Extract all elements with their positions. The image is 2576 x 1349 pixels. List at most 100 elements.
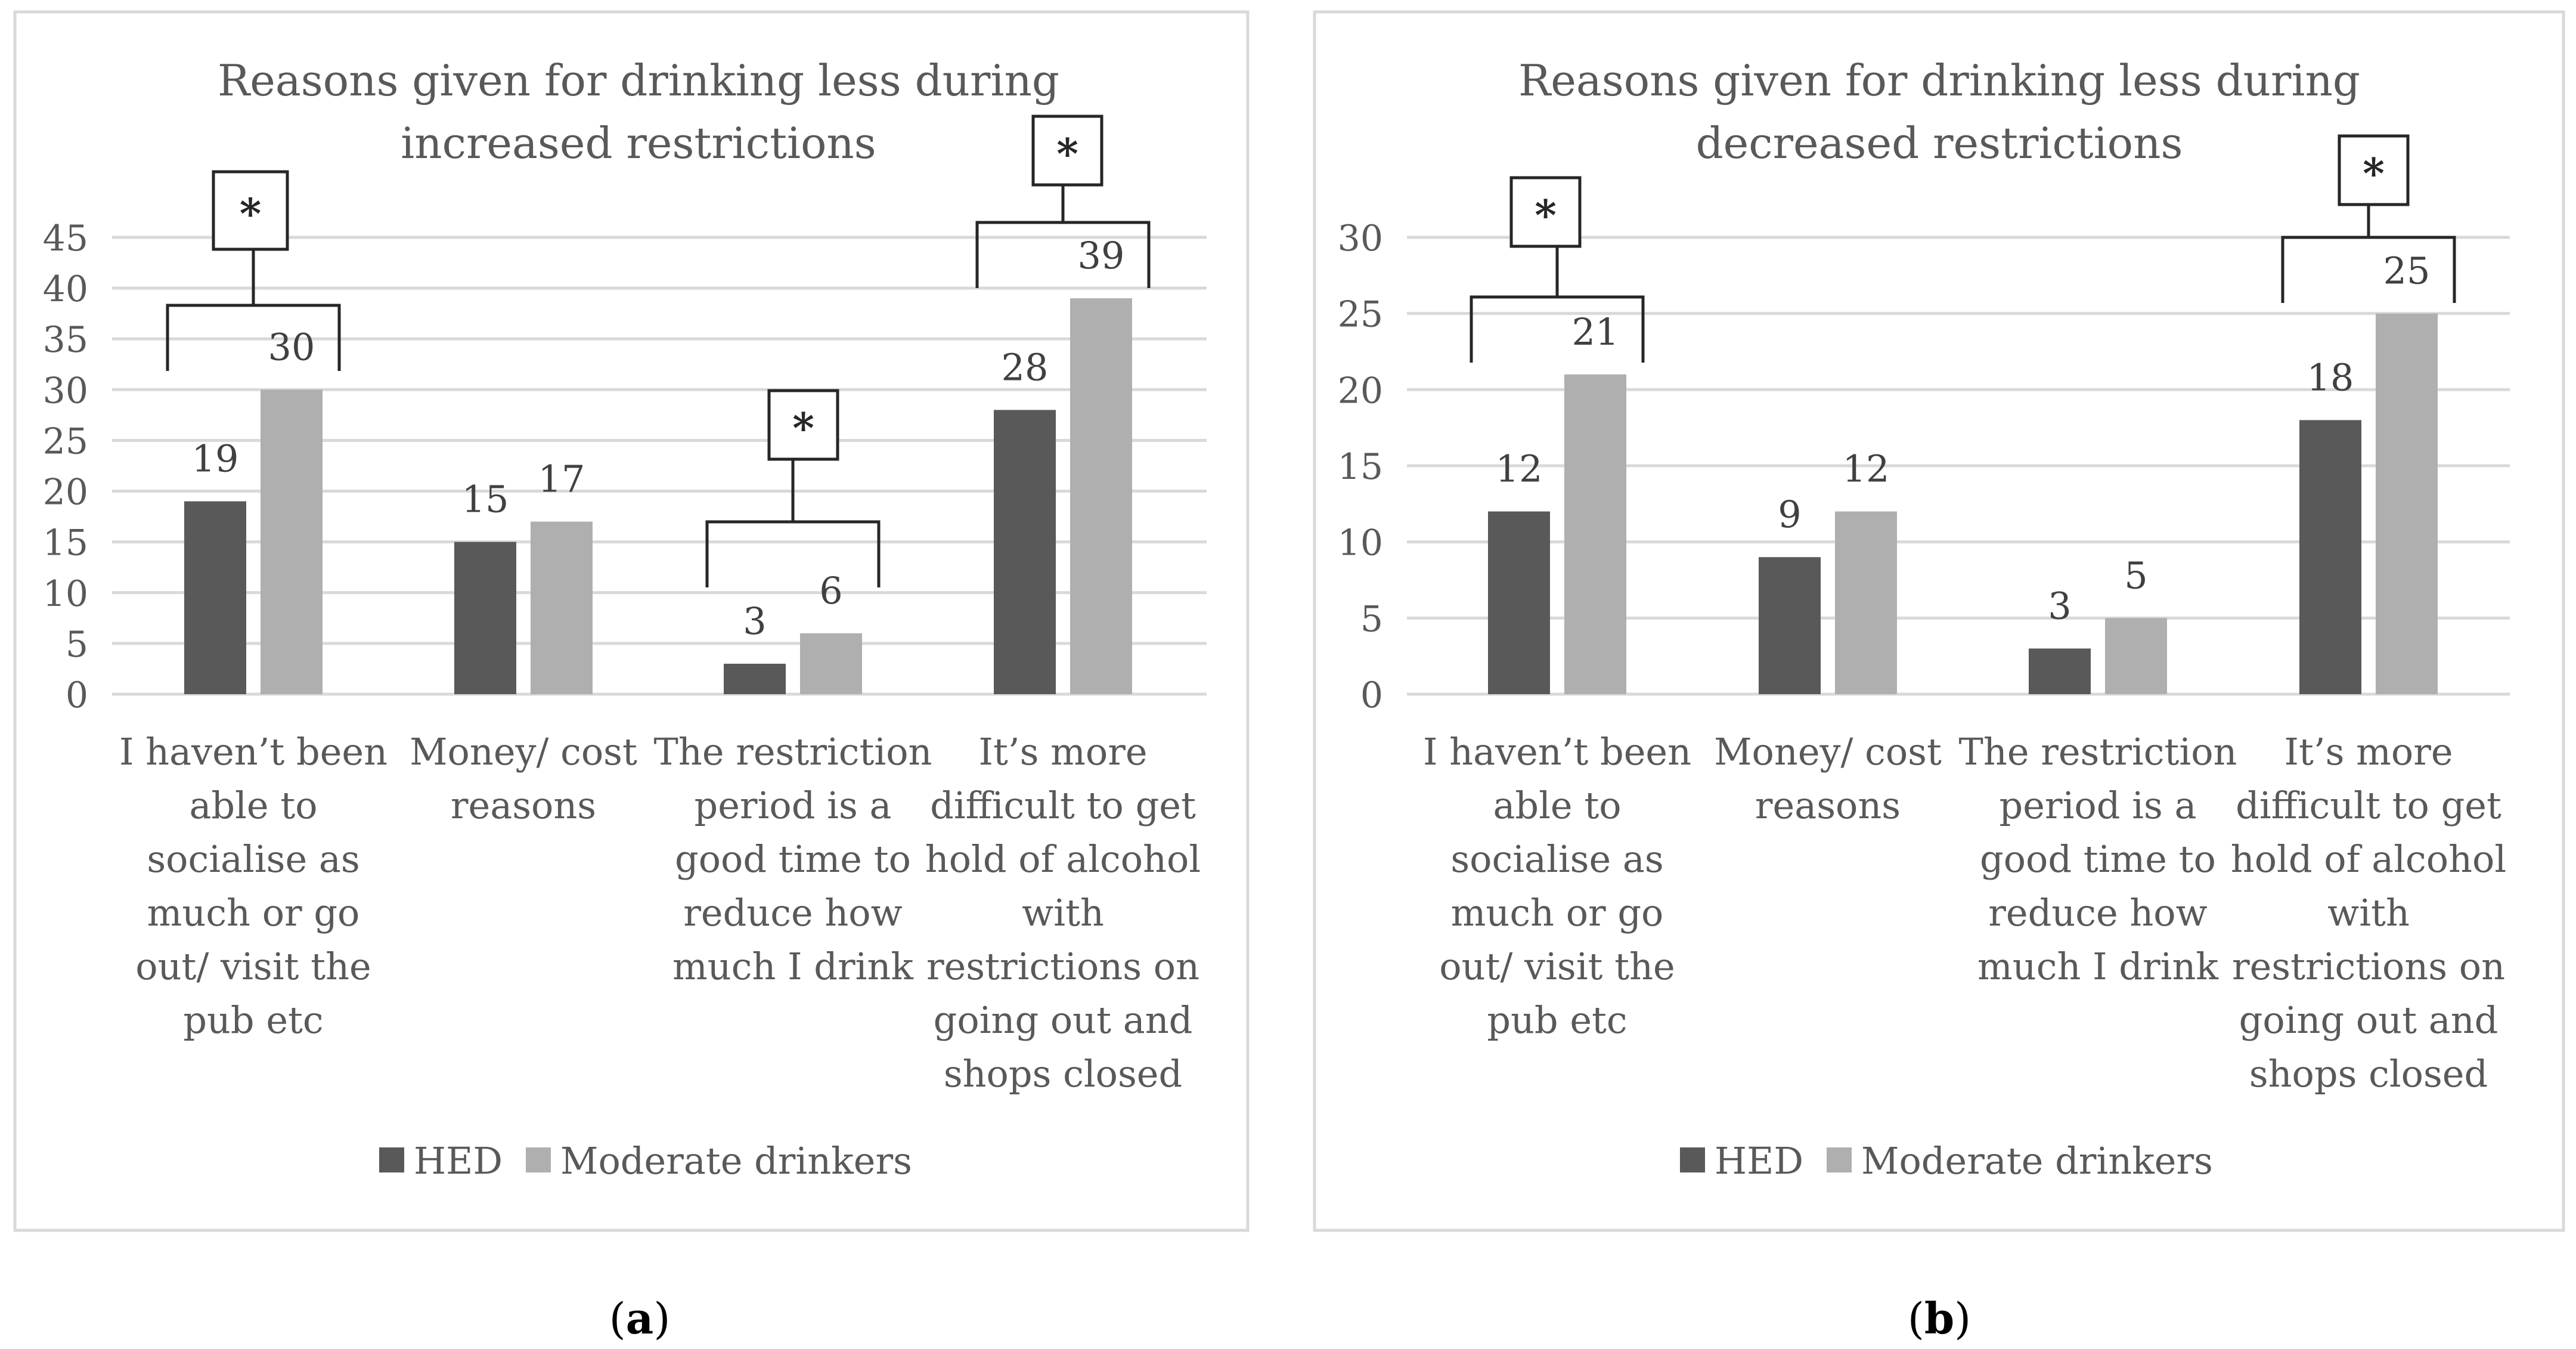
panel-b-y-tick-label: 20 xyxy=(1338,370,1383,411)
panel-a-x-tick-label: reasons xyxy=(451,784,596,827)
panel-a-x-tick-label: pub etc xyxy=(183,998,323,1042)
panel-a-bar-hed xyxy=(454,542,516,694)
panel-a-data-label: 3 xyxy=(743,599,766,643)
panel-b-x-tick-label: shops closed xyxy=(2249,1052,2488,1096)
panel-a-y-tick-label: 10 xyxy=(43,573,88,615)
panel-a-bracket-box xyxy=(767,389,839,461)
panel-a-x-tick-label: with xyxy=(1022,891,1104,935)
panel-a-bracket-box xyxy=(1031,115,1103,187)
panel-a-y-tick-label: 5 xyxy=(66,624,88,666)
panel-b-data-label: 18 xyxy=(2307,355,2354,399)
panel-a-significance-star: * xyxy=(1056,129,1078,179)
panel-b-legend-label: HED xyxy=(1715,1139,1803,1183)
panel-a-x-tick-label: Money/ cost xyxy=(410,730,637,773)
panel-b-legend-label: Moderate drinkers xyxy=(1861,1139,2213,1183)
panel-b-y-tick-label: 5 xyxy=(1360,598,1383,640)
panel-b-y-tick-label: 30 xyxy=(1338,218,1383,259)
panel-b-legend-swatch xyxy=(1827,1147,1852,1172)
panel-a-bar-moderate-drinkers xyxy=(261,389,323,694)
panel-a-significance-bracket: * xyxy=(975,115,1151,288)
panel-a-x-tick-label: shops closed xyxy=(944,1052,1182,1096)
panel-b-x-tick-label: restrictions on xyxy=(2232,945,2505,988)
panel-b-x-tick-label: Money/ cost xyxy=(1714,730,1942,773)
panel-b-x-tick-label: The restriction xyxy=(1959,730,2237,773)
panel-a-x-tick-label: It’s more xyxy=(978,730,1147,773)
panel-b-data-label: 3 xyxy=(2048,584,2071,627)
panel-a-y-tick-label: 30 xyxy=(43,370,88,411)
panel-b-x-tick-label: It’s more xyxy=(2284,730,2453,773)
panel-a-x-tick-label: much or go xyxy=(147,891,360,935)
panel-b-data-label: 5 xyxy=(2124,553,2147,597)
panel-a-frame xyxy=(13,10,1250,1232)
panel-b-x-tick-label: reduce how xyxy=(1988,891,2207,935)
panel-a-y-tick-label: 0 xyxy=(66,674,88,716)
panel-a-bar-moderate-drinkers xyxy=(800,633,862,694)
panel-b-y-tick-label: 10 xyxy=(1338,522,1383,564)
panel-b-bar-moderate-drinkers xyxy=(2376,313,2438,694)
panel-a-y-tick-label: 35 xyxy=(43,319,88,361)
panel-b-data-label: 12 xyxy=(1496,447,1543,491)
panel-b-y-tick-label: 25 xyxy=(1338,294,1383,336)
panel-b-legend-swatch xyxy=(1680,1147,1705,1172)
panel-b-significance-star: * xyxy=(1535,191,1557,240)
panel-a-data-label: 19 xyxy=(192,437,239,481)
panel-a-significance-bracket: * xyxy=(705,389,881,587)
panel-b-bar-hed xyxy=(1488,511,1550,694)
panel-b-bar-hed xyxy=(1759,557,1821,694)
panel-b-x-tick-label: socialise as xyxy=(1450,837,1663,881)
panel-a-y-tick-label: 15 xyxy=(43,522,88,564)
panel-b-bar-moderate-drinkers xyxy=(1835,511,1897,694)
panel-b-data-label: 12 xyxy=(1843,447,1890,491)
panel-b-x-tick-label: able to xyxy=(1493,784,1621,827)
panel-a-y-tick-label: 45 xyxy=(43,218,88,259)
panel-b-x-tick-label: period is a xyxy=(2000,784,2197,827)
panel-b-x-tick-label: hold of alcohol xyxy=(2231,837,2506,881)
panel-a-data-label: 17 xyxy=(538,457,585,501)
panel-a-significance-star: * xyxy=(240,189,262,239)
panel-a-x-tick-label: going out and xyxy=(934,998,1193,1042)
panel-a-x-tick-label: The restriction xyxy=(654,730,932,773)
panel-b-x-tick-label: difficult to get xyxy=(2236,784,2501,827)
panel-b-x-tick-label: out/ visit the xyxy=(1439,945,1675,988)
panel-a-x-tick-label: period is a xyxy=(695,784,892,827)
panel-b-significance-bracket: * xyxy=(2281,134,2456,303)
panel-b-x-tick-label: good time to xyxy=(1980,837,2216,881)
panel-a-legend-swatch xyxy=(526,1147,551,1172)
panel-a-y-tick-label: 25 xyxy=(43,420,88,462)
panel-a-data-label: 15 xyxy=(462,478,509,521)
panel-a-bar-moderate-drinkers xyxy=(1070,298,1132,695)
panel-a-legend-label: HED xyxy=(414,1139,503,1183)
panel-b-x-tick-label: reasons xyxy=(1755,784,1901,827)
panel-a-y-tick-label: 40 xyxy=(43,268,88,310)
panel-a-bar-hed xyxy=(724,663,786,694)
panel-b-significance-star: * xyxy=(2363,149,2385,199)
panel-a-x-tick-label: restrictions on xyxy=(926,945,1199,988)
panel-a-data-label: 28 xyxy=(1002,345,1049,389)
panel-b-x-tick-label: going out and xyxy=(2239,998,2498,1042)
panel-b-x-tick-label: much I drink xyxy=(1977,945,2218,988)
panel-a-legend-label: Moderate drinkers xyxy=(560,1139,912,1183)
panel-a-x-tick-label: I haven’t been xyxy=(119,730,388,773)
panel-b-x-tick-label: I haven’t been xyxy=(1423,730,1691,773)
panel-a-label: (a) xyxy=(609,1293,671,1344)
panel-a-x-tick-label: socialise as xyxy=(147,837,359,881)
panel-b-bracket-box xyxy=(2338,134,2410,206)
panel-b-y-tick-label: 0 xyxy=(1360,674,1383,716)
panel-b-bar-moderate-drinkers xyxy=(2105,618,2167,694)
panel-a-x-tick-label: able to xyxy=(189,784,317,827)
panel-b-title-line: Reasons given for drinking less during xyxy=(1518,55,2360,106)
panel-b-data-label: 21 xyxy=(1572,310,1619,354)
panel-b-frame xyxy=(1313,10,2565,1232)
panel-b-x-tick-label: with xyxy=(2327,891,2410,935)
panel-b-chart: Reasons given for drinking less during de… xyxy=(1313,10,2565,1232)
panel-a-significance-bracket: * xyxy=(166,170,341,371)
panel-a-title-line: increased restrictions xyxy=(401,118,876,168)
panel-b-title-line: decreased restrictions xyxy=(1696,118,2183,168)
panel-b-y-tick-label: 15 xyxy=(1338,446,1383,488)
panel-b-bar-hed xyxy=(2299,420,2361,694)
panel-a-x-tick-label: reduce how xyxy=(683,891,902,935)
panel-a-data-label: 6 xyxy=(819,569,842,612)
panel-a-x-tick-label: much I drink xyxy=(672,945,913,988)
panel-a-bracket-box xyxy=(212,170,289,251)
panel-b-x-tick-label: pub etc xyxy=(1487,998,1627,1042)
